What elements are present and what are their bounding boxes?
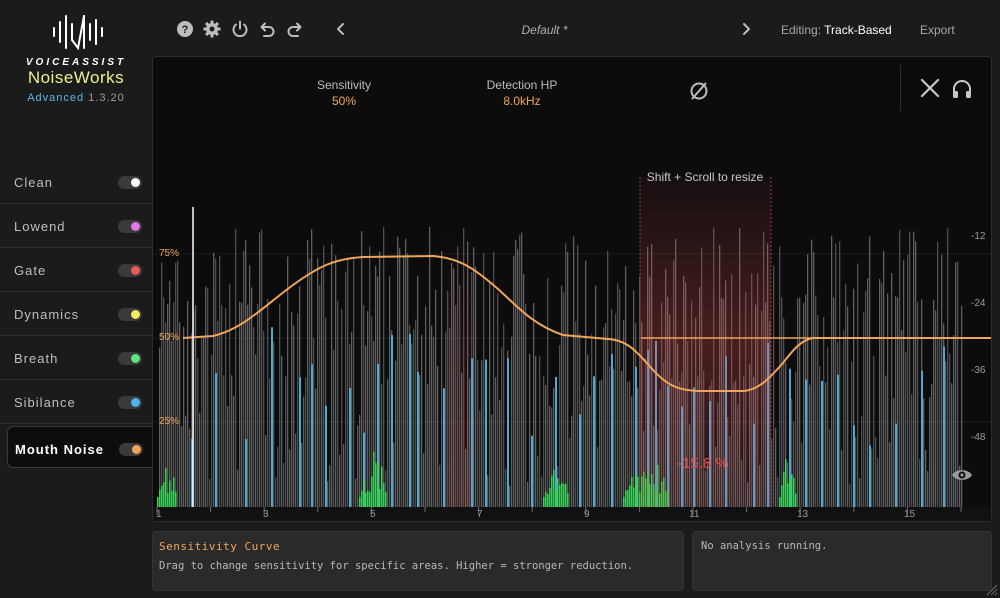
module-label: Mouth Noise (15, 442, 104, 457)
module-breath[interactable]: Breath (0, 336, 152, 380)
module-toggle[interactable] (118, 308, 142, 321)
undo-icon[interactable] (258, 20, 276, 38)
bar-number: 3 (263, 509, 269, 520)
logo: VOICEASSIST NoiseWorks Advanced 1.3.20 (0, 0, 152, 120)
eye-icon[interactable] (951, 467, 973, 483)
module-toggle[interactable] (119, 443, 143, 456)
sensitivity-curve[interactable] (182, 254, 992, 392)
module-label: Lowend (14, 219, 66, 234)
module-toggle[interactable] (118, 220, 142, 233)
module-label: Sibilance (14, 395, 76, 410)
module-toggle[interactable] (118, 396, 142, 409)
visualizer-panel: Sensitivity 50% Detection HP 8.0kHz Shif… (152, 56, 992, 522)
module-clean[interactable]: Clean (0, 160, 152, 204)
info-description: Drag to change sensitivity for specific … (159, 560, 634, 572)
pct-label-50: 50% (159, 332, 180, 343)
gear-icon[interactable] (203, 20, 221, 38)
close-icon[interactable] (919, 77, 941, 99)
editing-mode-value[interactable]: Track-Based (824, 23, 892, 37)
pct-label-75: 75% (159, 248, 180, 259)
bar-number: 11 (689, 509, 700, 520)
help-info-panel: Sensitivity Curve Drag to change sensiti… (152, 531, 684, 591)
toggle-knob (131, 354, 140, 363)
analysis-status: No analysis running. (701, 540, 828, 552)
sensitivity-label: Sensitivity (316, 78, 372, 92)
pct-label-25: 25% (159, 416, 180, 427)
editing-mode-selector[interactable]: Editing: Track-Based (781, 23, 892, 37)
module-dynamics[interactable]: Dynamics (0, 292, 152, 336)
export-button[interactable]: Export (920, 23, 955, 37)
resize-hint: Shift + Scroll to resize (646, 170, 764, 184)
detection-hp-label: Detection HP (486, 78, 558, 92)
headphones-icon[interactable] (951, 78, 973, 100)
power-icon[interactable] (231, 20, 249, 38)
bar-number: 13 (797, 509, 809, 520)
bar-number: 1 (156, 509, 162, 520)
toggle-knob (131, 178, 140, 187)
editing-label: Editing: (781, 23, 822, 37)
detection-hp-value[interactable]: 8.0kHz (503, 94, 541, 108)
toggle-knob (131, 266, 140, 275)
bar-number: 9 (584, 509, 590, 520)
resize-grip-icon[interactable] (984, 582, 998, 596)
bar-number: 7 (477, 509, 483, 520)
module-label: Dynamics (14, 307, 80, 322)
module-toggle[interactable] (118, 264, 142, 277)
analysis-status-panel: No analysis running. (692, 531, 992, 591)
db-label: -24 (971, 298, 986, 309)
chevron-right-icon[interactable] (737, 20, 755, 38)
version-number: 1.3.20 (88, 92, 125, 104)
module-list: Clean Lowend Gate Dynamics Breath Sibilance Mo… (0, 160, 152, 468)
waveform-display[interactable] (153, 57, 992, 522)
sensitivity-value[interactable]: 50% (331, 94, 357, 108)
toggle-knob (132, 445, 141, 454)
ruler-ticks (156, 507, 962, 515)
module-label: Gate (14, 263, 47, 278)
preset-name[interactable]: Default * (521, 23, 568, 37)
help-icon[interactable]: ? (176, 20, 194, 38)
redo-icon[interactable] (286, 20, 304, 38)
module-mouth-noise[interactable]: Mouth Noise (7, 426, 152, 468)
db-label: -36 (971, 365, 986, 376)
selected-region[interactable] (640, 177, 771, 507)
toolbar: ? Default * Editing: Track-Ba (152, 0, 1000, 58)
module-lowend[interactable]: Lowend (0, 204, 152, 248)
phase-invert-icon[interactable] (687, 79, 711, 103)
reduction-readout: -15.8 % (677, 455, 729, 472)
svg-text:?: ? (182, 24, 189, 36)
waveform-logo-icon (53, 15, 103, 51)
module-toggle[interactable] (118, 352, 142, 365)
toggle-knob (131, 222, 140, 231)
module-toggle[interactable] (118, 176, 142, 189)
timeline-ruler[interactable] (153, 507, 992, 522)
toggle-knob (131, 398, 140, 407)
header-divider (900, 65, 901, 111)
toggle-knob (131, 310, 140, 319)
edition-label: Advanced (27, 92, 85, 104)
brand-company: VOICEASSIST (25, 57, 127, 68)
brand-product: NoiseWorks (27, 68, 125, 87)
info-title: Sensitivity Curve (159, 540, 281, 553)
module-gate[interactable]: Gate (0, 248, 152, 292)
brand-version: Advanced 1.3.20 (0, 92, 152, 104)
db-label: -48 (971, 432, 986, 443)
module-label: Clean (14, 175, 53, 190)
bar-number: 5 (370, 509, 376, 520)
detection-hp-param[interactable]: Detection HP 8.0kHz (473, 78, 571, 108)
bar-number: 15 (904, 509, 916, 520)
module-label: Breath (14, 351, 59, 366)
chevron-left-icon[interactable] (332, 20, 350, 38)
db-label: -12 (971, 231, 986, 242)
module-sibilance[interactable]: Sibilance (0, 380, 152, 424)
sensitivity-param[interactable]: Sensitivity 50% (303, 78, 385, 108)
